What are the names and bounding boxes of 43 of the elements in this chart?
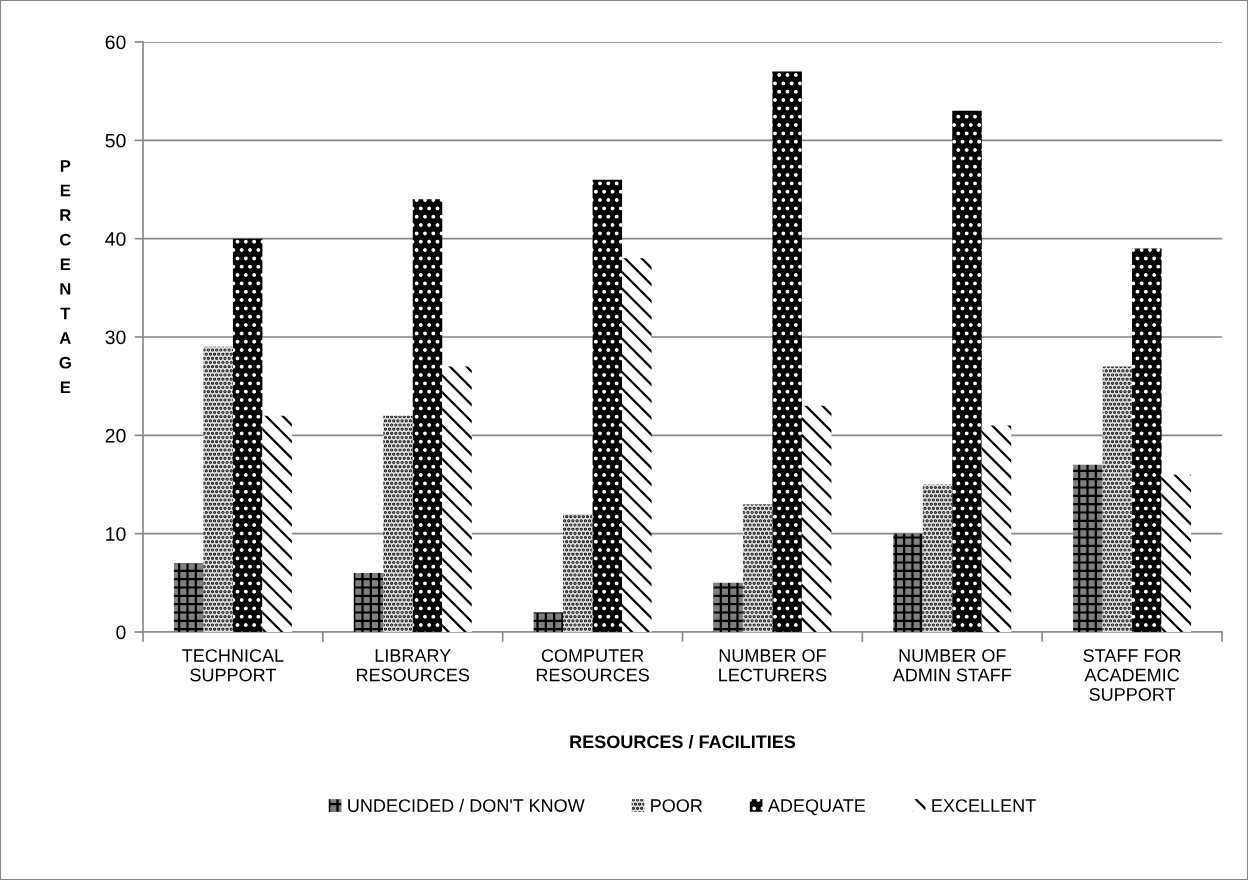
x-tick-label: STAFF FOR ACADEMIC SUPPORT: [1083, 649, 1181, 701]
bar: [952, 110, 982, 632]
text: PERCENTAGE: [59, 160, 71, 393]
bar: [772, 71, 802, 632]
y-tick-label: 60: [105, 35, 126, 50]
bar: [173, 563, 204, 632]
x-tick-label: COMPUTER RESOURCES: [536, 649, 649, 682]
bar: [533, 612, 564, 632]
bar: [262, 415, 292, 632]
bar: [232, 238, 263, 632]
x-axis-title: RESOURCES / FACILITIES: [570, 734, 796, 749]
bar: [1073, 464, 1103, 632]
legend-label: UNDECIDED / DON'T KNOW: [348, 798, 585, 812]
bar: [203, 346, 233, 632]
bar: [801, 405, 832, 632]
x-tick-label: LIBRARY RESOURCES: [357, 649, 470, 682]
bar: [353, 573, 384, 632]
bar: [592, 179, 623, 632]
x-tick-label: NUMBER OF ADMIN STAFF: [892, 649, 1012, 682]
y-tick-label: 10: [106, 527, 126, 541]
bar: [412, 199, 443, 632]
bar: [563, 514, 593, 632]
y-tick-label: 20: [105, 428, 126, 443]
y-tick-label: 0: [116, 625, 126, 640]
bar: [1132, 248, 1162, 632]
legend-label: POOR: [651, 799, 703, 812]
legend-label: EXCELLENT: [932, 799, 1036, 812]
y-tick-label: 40: [105, 232, 126, 246]
bar: [383, 415, 413, 632]
bar: [922, 484, 953, 632]
bar: [981, 425, 1012, 632]
x-tick-label: NUMBER OF LECTURERS: [719, 649, 827, 682]
bar: [442, 366, 472, 632]
bar: [622, 258, 652, 632]
legend-label: ADEQUATE: [767, 799, 866, 816]
y-tick-label: 50: [105, 133, 126, 148]
bar: [1161, 474, 1192, 632]
bar: [1102, 366, 1133, 632]
bar: [713, 582, 743, 632]
bar: [742, 504, 773, 632]
bar: [893, 533, 923, 632]
y-tick-label: 30: [105, 330, 126, 345]
x-tick-label: TECHNICAL SUPPORT: [182, 649, 284, 682]
